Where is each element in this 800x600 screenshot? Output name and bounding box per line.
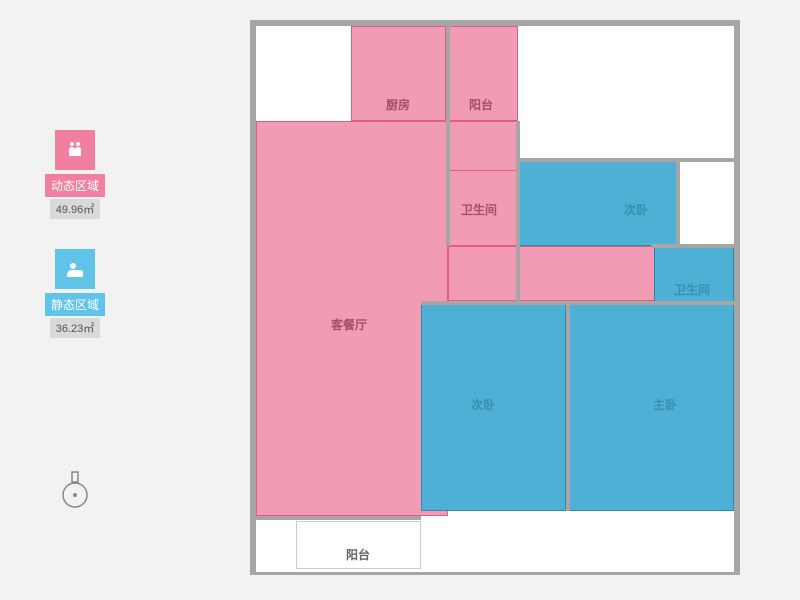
legend-static: 静态区域 36.23㎡ <box>45 249 105 338</box>
room-label-balcony2: 阳台 <box>346 546 370 563</box>
room-label-bath2: 卫生间 <box>674 281 710 298</box>
room-label-living: 客餐厅 <box>331 316 367 333</box>
legend-static-area: 36.23㎡ <box>50 318 101 338</box>
room-master <box>566 301 734 511</box>
room-label-bed2b: 次卧 <box>471 396 495 413</box>
room-label-bed2a: 次卧 <box>624 201 648 218</box>
wall-5 <box>651 244 734 248</box>
people-icon <box>55 130 95 170</box>
room-label-balcony1: 阳台 <box>469 96 493 113</box>
room-label-master: 主卧 <box>653 396 677 413</box>
wall-7 <box>676 158 680 246</box>
floorplan: 厨房阳台客餐厅卫生间次卧卫生间次卧主卧阳台 <box>250 20 740 575</box>
compass-icon <box>60 470 90 515</box>
wall-6 <box>518 158 734 162</box>
wall-2 <box>256 516 421 520</box>
room-label-bath1: 卫生间 <box>461 201 497 218</box>
wall-3 <box>566 301 570 511</box>
room-bed2a <box>518 161 678 246</box>
wall-4 <box>421 301 734 305</box>
room-label-kitchen: 厨房 <box>386 96 410 113</box>
wall-1 <box>516 121 520 301</box>
legend-dynamic-label: 动态区域 <box>45 174 105 197</box>
wall-0 <box>446 26 450 246</box>
legend-panel: 动态区域 49.96㎡ 静态区域 36.23㎡ <box>45 130 105 338</box>
sleep-icon <box>55 249 95 289</box>
room-corridor2 <box>448 121 518 171</box>
legend-dynamic: 动态区域 49.96㎡ <box>45 130 105 219</box>
legend-dynamic-area: 49.96㎡ <box>50 199 101 219</box>
legend-static-label: 静态区域 <box>45 293 105 316</box>
